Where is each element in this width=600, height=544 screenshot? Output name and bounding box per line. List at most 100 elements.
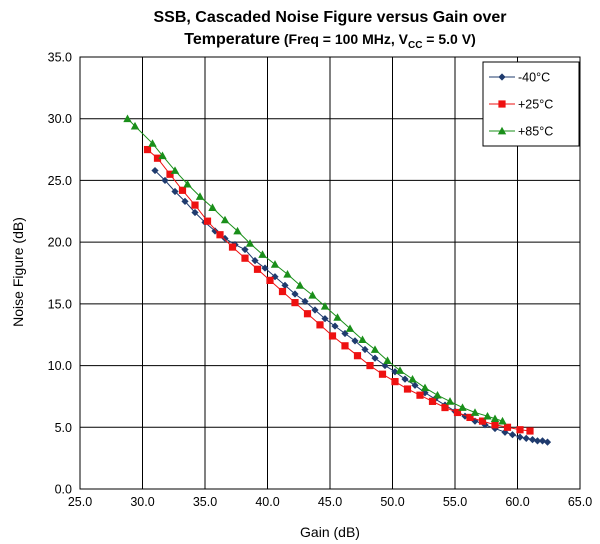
plot-area-border [79, 56, 581, 490]
data-point [401, 375, 409, 383]
data-point [361, 345, 369, 354]
chart-title-line-1: SSB, Cascaded Noise Figure versus Gain o… [153, 9, 506, 26]
title-conditions-open: (Freq = 100 MHz, V [280, 31, 409, 47]
data-point [333, 313, 342, 321]
data-point [130, 121, 140, 130]
data-point [253, 265, 262, 273]
data-point [301, 297, 309, 305]
data-point [228, 243, 237, 251]
data-point [508, 431, 517, 439]
data-point [491, 421, 499, 429]
x-tick-label: 50.0 [380, 495, 404, 509]
data-point [358, 335, 367, 344]
data-point [528, 436, 537, 444]
data-point [533, 437, 542, 445]
data-point [303, 310, 312, 318]
series-2 [123, 114, 507, 425]
data-point [420, 383, 430, 392]
data-point [458, 403, 467, 411]
data-point [433, 390, 442, 399]
y-tick-label: 35.0 [48, 51, 72, 65]
data-point [220, 215, 230, 224]
data-point [466, 413, 474, 422]
legend-label: +85°C [518, 125, 553, 139]
legend-label: -40°C [518, 71, 550, 85]
data-point [316, 321, 324, 329]
legend-label: +25°C [518, 98, 553, 112]
data-point [331, 322, 339, 330]
data-point [416, 391, 424, 399]
data-point [483, 411, 492, 420]
x-axis-label: Gain (dB) [300, 524, 360, 540]
data-point [526, 427, 534, 435]
x-tick-label: 25.0 [68, 495, 92, 509]
data-point [278, 287, 287, 296]
tick-labels: 25.0 30.0 35.0 40.0 45.0 50.0 55.0 60.0 65.0 0.0 5… [48, 51, 593, 510]
x-tick-label: 35.0 [193, 495, 217, 509]
data-point [543, 438, 552, 446]
data-point [370, 345, 380, 353]
data-point [258, 250, 267, 258]
data-point [153, 154, 162, 162]
series-group [123, 114, 552, 446]
data-point [395, 366, 405, 374]
y-tick-label: 5.0 [55, 421, 72, 435]
data-point [498, 100, 506, 108]
data-point [403, 385, 412, 393]
data-point [383, 356, 392, 364]
data-point [428, 397, 437, 405]
data-point [171, 187, 179, 196]
data-point [148, 139, 157, 147]
x-tick-label: 60.0 [505, 495, 529, 509]
data-point [497, 126, 507, 135]
data-point [178, 186, 187, 194]
data-point [311, 306, 319, 314]
data-point [123, 114, 132, 123]
data-point [498, 73, 506, 81]
data-point [478, 417, 487, 425]
x-tick-label: 30.0 [130, 495, 154, 509]
data-point [503, 423, 512, 431]
data-point [516, 433, 524, 441]
data-point [295, 281, 305, 289]
data-point [378, 370, 387, 378]
legend: -40°C +25°C +85°C [482, 61, 580, 147]
data-point [170, 166, 180, 174]
data-point [353, 352, 362, 360]
data-point [291, 290, 299, 298]
data-point [470, 408, 480, 416]
data-point [522, 434, 530, 442]
title-conditions-close: = 5.0 V) [422, 31, 475, 47]
data-point [328, 332, 337, 340]
data-point [191, 208, 199, 217]
data-point [158, 151, 167, 160]
data-point [233, 226, 242, 235]
data-point [283, 270, 292, 278]
data-point [195, 192, 205, 200]
data-point [321, 315, 329, 323]
data-point [143, 145, 152, 154]
data-point [490, 414, 500, 423]
data-point [251, 257, 259, 265]
data-point [391, 378, 399, 386]
data-point [516, 426, 524, 434]
x-tick-label: 65.0 [568, 495, 592, 509]
data-point [308, 291, 317, 299]
series-line [154, 170, 548, 443]
x-tick-label: 40.0 [255, 495, 279, 509]
legend-entry-1: +25°C [489, 98, 553, 112]
data-point [183, 179, 192, 188]
data-point [270, 260, 280, 268]
y-tick-label: 25.0 [48, 174, 72, 188]
data-point [181, 197, 189, 206]
data-point [366, 361, 374, 370]
data-point [498, 416, 507, 425]
y-tick-label: 0.0 [55, 483, 72, 497]
data-point [445, 397, 455, 405]
data-point [341, 342, 349, 350]
title-vcc-subscript: CC [408, 40, 422, 51]
data-point [371, 354, 379, 362]
data-point [216, 231, 224, 239]
x-tick-label: 45.0 [318, 495, 342, 509]
